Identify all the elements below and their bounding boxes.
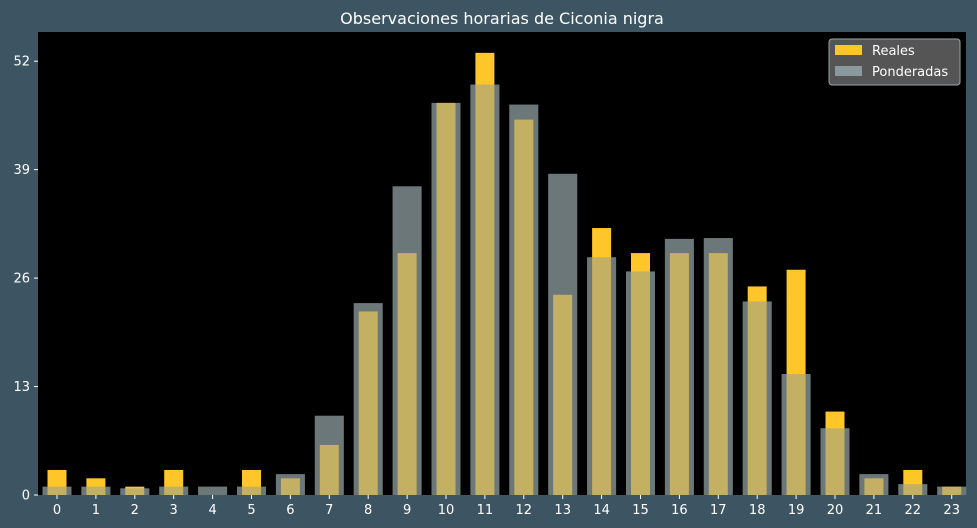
bar-ponderadas-overlay — [587, 257, 617, 495]
x-tick-label: 20 — [827, 503, 844, 518]
x-axis: 0 1 2 3 4 5 6 7 8 9 10 11 12 13 14 15 16 17 18 19 20 21 22 23 — [53, 495, 960, 518]
x-tick-label: 19 — [788, 503, 805, 518]
legend: Reales Ponderadas — [828, 38, 961, 86]
bar-ponderadas-overlay — [742, 301, 772, 495]
legend-label-ponderadas: Ponderadas — [872, 65, 948, 80]
bar-ponderadas-overlay — [120, 488, 150, 495]
bar-ponderadas-overlay — [548, 173, 578, 495]
x-tick-label: 15 — [632, 503, 649, 518]
bar-ponderadas-overlay — [898, 484, 928, 495]
bar-ponderadas-overlay — [509, 104, 539, 496]
x-tick-label: 17 — [710, 503, 727, 518]
y-tick-label: 0 — [22, 489, 30, 504]
y-tick-label: 52 — [13, 55, 30, 70]
bar-ponderadas-overlay — [431, 102, 461, 495]
bar-ponderadas-overlay — [198, 486, 228, 495]
x-tick-label: 18 — [749, 503, 766, 518]
bar-ponderadas-overlay — [392, 186, 422, 496]
bar-ponderadas-overlay — [314, 415, 344, 495]
x-tick-label: 8 — [364, 503, 372, 518]
y-tick-label: 39 — [13, 163, 30, 178]
x-tick-label: 21 — [866, 503, 883, 518]
bar-ponderadas-overlay — [859, 474, 889, 495]
bar-ponderadas-overlay — [781, 374, 811, 495]
bar-ponderadas-overlay — [237, 486, 266, 495]
series-ponderadas-overlay — [42, 84, 967, 496]
bar-ponderadas-overlay — [820, 428, 850, 495]
bar-ponderadas-overlay — [42, 486, 72, 495]
x-tick-label: 3 — [170, 503, 178, 518]
bar-ponderadas-overlay — [626, 271, 655, 495]
x-tick-label: 9 — [403, 503, 411, 518]
chart-title: Observaciones horarias de Ciconia nigra — [340, 9, 664, 28]
y-tick-label: 13 — [13, 380, 30, 395]
bar-ponderadas-overlay — [81, 486, 111, 495]
y-tick-label: 26 — [13, 272, 30, 287]
x-tick-label: 10 — [438, 503, 455, 518]
x-tick-label: 7 — [325, 503, 333, 518]
legend-swatch-ponderadas — [835, 66, 862, 76]
bar-ponderadas-overlay — [703, 238, 733, 496]
x-tick-label: 16 — [671, 503, 688, 518]
y-axis: 0 13 26 39 52 — [13, 55, 38, 504]
x-tick-label: 13 — [554, 503, 571, 518]
x-tick-label: 1 — [92, 503, 100, 518]
legend-label-reales: Reales — [872, 44, 915, 59]
x-tick-label: 4 — [208, 503, 216, 518]
bar-ponderadas-overlay — [159, 486, 189, 495]
x-tick-label: 2 — [131, 503, 139, 518]
x-tick-label: 0 — [53, 503, 61, 518]
x-tick-label: 23 — [943, 503, 960, 518]
plot-area — [38, 32, 966, 495]
bar-ponderadas-overlay — [470, 84, 500, 495]
bar-ponderadas-overlay — [275, 474, 305, 495]
x-tick-label: 12 — [516, 503, 533, 518]
bar-ponderadas-overlay — [937, 486, 967, 495]
bar-ponderadas-overlay — [353, 303, 383, 495]
x-tick-label: 11 — [477, 503, 494, 518]
x-tick-label: 6 — [286, 503, 294, 518]
x-tick-label: 5 — [247, 503, 255, 518]
x-tick-label: 22 — [905, 503, 922, 518]
bar-ponderadas-overlay — [664, 238, 694, 496]
legend-swatch-reales — [835, 45, 862, 55]
x-tick-label: 14 — [593, 503, 610, 518]
